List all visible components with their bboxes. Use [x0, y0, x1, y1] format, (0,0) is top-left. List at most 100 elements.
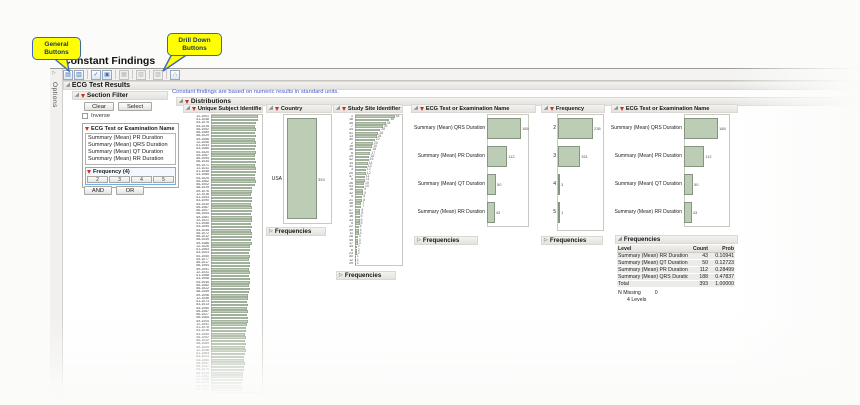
- histogram-bar[interactable]: [211, 222, 251, 226]
- table-row[interactable]: Summary (Mean) QRS Duration 188 0.47837: [617, 274, 735, 281]
- histogram-bar[interactable]: [684, 145, 705, 167]
- histogram-bar[interactable]: [355, 165, 367, 169]
- histogram-bar[interactable]: [355, 135, 377, 139]
- red-triangle-menu-icon[interactable]: [419, 106, 424, 111]
- histogram-bar[interactable]: [211, 229, 251, 232]
- histogram-bar[interactable]: [355, 249, 357, 252]
- red-triangle-menu-icon[interactable]: [191, 106, 196, 111]
- histogram-bar[interactable]: [211, 173, 255, 177]
- histogram-bar[interactable]: [211, 258, 249, 261]
- report-window-icon[interactable]: ▤: [63, 69, 73, 80]
- histogram-bar[interactable]: [355, 152, 371, 155]
- histogram-bar[interactable]: [211, 154, 255, 157]
- histogram-bar[interactable]: [355, 215, 360, 219]
- histogram-bar[interactable]: [211, 352, 245, 356]
- histogram-bar[interactable]: [211, 245, 250, 248]
- select-button[interactable]: Select: [118, 102, 152, 111]
- histogram-bar[interactable]: [211, 180, 256, 183]
- expand-icon[interactable]: ◢: [179, 98, 183, 104]
- expand-icon[interactable]: ◢: [269, 105, 273, 111]
- histogram-bar[interactable]: [211, 170, 256, 174]
- frequencies-band-ssi[interactable]: ▷ Frequencies: [336, 271, 396, 280]
- histogram-bar[interactable]: [211, 261, 250, 265]
- red-triangle-menu-icon[interactable]: [87, 170, 91, 174]
- histogram-bar[interactable]: [355, 118, 390, 122]
- table-row[interactable]: Summary (Mean) PR Duration 112 0.28499: [617, 267, 735, 274]
- histogram-bar[interactable]: [355, 125, 383, 128]
- histogram-bar[interactable]: [355, 128, 381, 132]
- expand-icon[interactable]: ◢: [336, 105, 340, 111]
- collapse-icon[interactable]: ▷: [417, 237, 421, 243]
- histogram-bar[interactable]: [211, 303, 248, 307]
- histogram-bar[interactable]: [211, 147, 255, 151]
- clear-button[interactable]: Clear: [84, 102, 114, 111]
- histogram-bar[interactable]: [355, 138, 375, 142]
- histogram-bar[interactable]: [355, 172, 366, 175]
- options-collapse-icon[interactable]: ▷: [52, 70, 56, 76]
- histogram-bar[interactable]: [355, 188, 364, 192]
- histogram-bar[interactable]: [558, 145, 581, 167]
- histogram-bar[interactable]: [355, 195, 363, 199]
- histogram-bar[interactable]: [355, 239, 358, 242]
- histogram-bar[interactable]: [211, 183, 255, 187]
- histogram-bar[interactable]: [355, 132, 379, 135]
- select-check-icon[interactable]: ✓: [91, 69, 101, 80]
- histogram-bar[interactable]: [211, 232, 252, 235]
- histogram-bar[interactable]: [211, 268, 249, 271]
- histogram-bar[interactable]: [211, 326, 246, 330]
- histogram-bar[interactable]: [211, 339, 245, 343]
- histogram-bar[interactable]: [355, 155, 370, 159]
- histogram-bar[interactable]: [211, 359, 244, 362]
- histogram-bar[interactable]: [211, 349, 246, 352]
- histogram-bar[interactable]: [355, 175, 365, 179]
- histogram-bar[interactable]: [211, 316, 248, 320]
- histogram-bar[interactable]: [211, 346, 245, 349]
- histogram-bar[interactable]: [211, 287, 250, 291]
- frequency-value-button[interactable]: 5: [153, 176, 174, 183]
- histogram-bar[interactable]: [355, 115, 395, 118]
- expand-icon[interactable]: ◢: [186, 105, 190, 111]
- histogram-bar[interactable]: [211, 144, 256, 148]
- histogram-bar[interactable]: [211, 365, 244, 369]
- histogram-bar[interactable]: [355, 259, 356, 262]
- histogram-bar[interactable]: [211, 141, 256, 144]
- histogram-bar[interactable]: [211, 385, 242, 388]
- histogram-bar[interactable]: [211, 186, 252, 190]
- histogram-bar[interactable]: [211, 209, 252, 213]
- histogram-bar[interactable]: [487, 117, 522, 139]
- histogram-bar[interactable]: [487, 173, 497, 195]
- histogram-bar[interactable]: [211, 118, 258, 122]
- collapse-icon[interactable]: ▷: [269, 228, 273, 234]
- histogram-bar[interactable]: [211, 313, 247, 317]
- histogram-bar[interactable]: [211, 368, 244, 372]
- histogram-bar[interactable]: [355, 205, 362, 209]
- histogram-bar[interactable]: [355, 235, 358, 239]
- histogram-bar[interactable]: [211, 323, 247, 326]
- histogram-bar[interactable]: [355, 229, 359, 232]
- histogram-bar[interactable]: [487, 145, 508, 167]
- histogram-bar[interactable]: [355, 202, 362, 205]
- collapse-icon[interactable]: ▷: [339, 272, 343, 278]
- histogram-bar[interactable]: [211, 125, 255, 128]
- red-triangle-menu-icon[interactable]: [549, 106, 554, 111]
- histogram-bar[interactable]: [211, 381, 242, 385]
- histogram-bar[interactable]: [211, 320, 248, 323]
- histogram-bar[interactable]: [355, 219, 360, 222]
- histogram-bar[interactable]: [355, 232, 359, 235]
- panel-header-study-site-identifier[interactable]: ◢ Study Site Identifier: [333, 104, 403, 113]
- histogram-bar[interactable]: [355, 245, 357, 249]
- histogram-bar[interactable]: [211, 271, 250, 274]
- red-triangle-menu-icon[interactable]: [184, 99, 189, 104]
- filter-group2-header[interactable]: Frequency (4): [87, 169, 174, 175]
- histogram-bar[interactable]: [211, 115, 258, 118]
- expand-icon[interactable]: ◢: [66, 82, 70, 88]
- outline-section-filter[interactable]: ◢ Section Filter: [72, 91, 168, 100]
- histogram-bar[interactable]: [684, 173, 694, 195]
- histogram-bar[interactable]: [684, 201, 692, 223]
- frequency-value-button[interactable]: 3: [109, 176, 130, 183]
- histogram-bar[interactable]: [211, 160, 256, 164]
- histogram-bar[interactable]: [355, 122, 386, 125]
- expand-icon[interactable]: ◢: [544, 105, 548, 111]
- panel-header-ecg-test-2[interactable]: ◢ ECG Test or Examination Name: [611, 104, 738, 113]
- red-triangle-menu-icon[interactable]: [85, 127, 89, 131]
